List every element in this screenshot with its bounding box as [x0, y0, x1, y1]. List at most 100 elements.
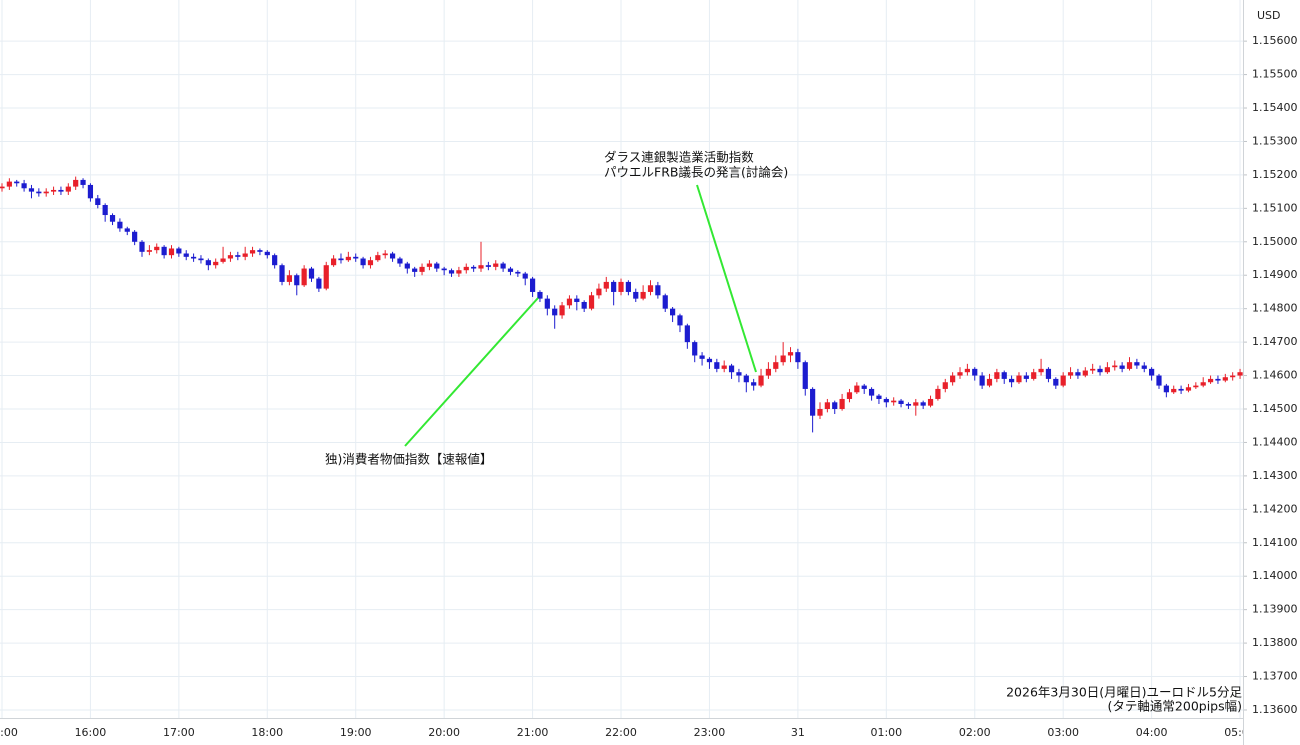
candle-body	[14, 181, 20, 184]
candle-body	[1060, 375, 1066, 386]
y-tick-label: 1.13900	[1252, 603, 1298, 616]
candle-body	[102, 204, 108, 216]
y-tick-label: 1.13800	[1252, 636, 1298, 649]
annotation-text: ダラス連銀製造業活動指数	[604, 150, 754, 165]
candle-body	[183, 253, 189, 257]
candle-body	[1171, 388, 1177, 393]
y-tick-label: 1.15600	[1252, 34, 1298, 47]
candle-body	[839, 398, 845, 409]
x-tick-label: 02:00	[959, 726, 991, 739]
candle-body	[618, 281, 624, 292]
candle-body	[655, 285, 661, 296]
candle-body	[1031, 372, 1037, 379]
candle-body	[751, 382, 757, 386]
y-tick-label: 1.14600	[1252, 369, 1298, 382]
candle-body	[65, 186, 71, 192]
candle-body	[935, 388, 941, 399]
candle-body	[249, 250, 256, 254]
candle-body	[780, 355, 786, 363]
candle-body	[1009, 378, 1015, 383]
candle-body	[1016, 375, 1022, 383]
candle-body	[1067, 372, 1074, 376]
candle-body	[1207, 378, 1214, 383]
candle-body	[36, 191, 42, 194]
candle-body	[1001, 372, 1007, 379]
y-tick-label: 1.15300	[1252, 134, 1298, 147]
candle-body	[43, 191, 49, 194]
candle-body	[861, 385, 867, 389]
x-tick-label: 15:00	[0, 726, 18, 739]
candle-body	[95, 198, 101, 205]
candle-body	[625, 281, 631, 292]
candle-body	[1112, 365, 1118, 368]
candle-body	[677, 315, 683, 326]
candle-body	[773, 362, 779, 369]
candle-body	[389, 253, 396, 259]
candle-body	[1090, 368, 1096, 371]
candle-body	[810, 388, 816, 416]
candle-body	[493, 263, 499, 267]
candle-body	[581, 301, 587, 309]
candle-body	[633, 291, 639, 299]
candle-body	[331, 258, 337, 266]
candle-body	[1134, 362, 1140, 366]
candle-body	[235, 255, 241, 257]
candle-body	[883, 398, 889, 403]
candle-body	[139, 241, 145, 252]
candle-body	[721, 365, 727, 369]
candle-body	[1097, 368, 1103, 373]
candle-body	[316, 278, 322, 289]
candle-body	[294, 275, 300, 286]
candle-body	[353, 256, 359, 259]
candle-body	[456, 270, 462, 274]
candle-body	[161, 246, 167, 256]
candle-body	[176, 248, 182, 254]
candle-body	[515, 271, 521, 274]
y-tick-label: 1.15400	[1252, 101, 1298, 114]
candle-body	[544, 298, 550, 309]
candle-body	[868, 388, 875, 396]
annotation-leader	[696, 184, 757, 373]
candle-body	[404, 263, 410, 269]
candle-body	[817, 408, 823, 416]
candle-body	[684, 325, 690, 343]
candle-body	[522, 273, 528, 279]
candle-body	[382, 253, 388, 256]
candle-body	[765, 368, 772, 376]
candle-body	[1038, 368, 1044, 373]
candle-body	[190, 256, 197, 259]
candle-body	[264, 251, 270, 256]
candle-body	[670, 308, 676, 316]
candle-body	[109, 215, 116, 222]
candle-body	[588, 295, 595, 309]
candle-body	[832, 402, 838, 409]
candle-body	[124, 228, 130, 232]
candle-body	[73, 179, 79, 187]
candle-body	[360, 258, 366, 266]
x-tick-label: 03:00	[1047, 726, 1079, 739]
candle-body	[846, 392, 853, 399]
candle-body	[611, 281, 617, 292]
candle-body	[397, 258, 403, 264]
candle-body	[338, 258, 344, 261]
x-tick-label: 17:00	[163, 726, 195, 739]
y-tick-label: 1.14800	[1252, 302, 1298, 315]
candle-body	[375, 255, 381, 261]
candle-body	[1126, 362, 1133, 369]
candle-body	[0, 186, 5, 189]
candle-body	[441, 268, 447, 271]
candle-body	[426, 263, 433, 267]
axis-unit: USD	[1257, 9, 1281, 22]
candle-layer	[0, 176, 1243, 433]
candle-body	[1200, 382, 1206, 386]
candle-body	[1149, 368, 1155, 376]
candle-body	[758, 375, 764, 386]
candle-body	[154, 246, 160, 251]
candle-body	[662, 295, 668, 309]
candle-body	[1141, 365, 1147, 369]
y-tick-label: 1.14100	[1252, 536, 1298, 549]
candle-body	[1178, 388, 1184, 391]
x-tick-label: 04:00	[1136, 726, 1168, 739]
